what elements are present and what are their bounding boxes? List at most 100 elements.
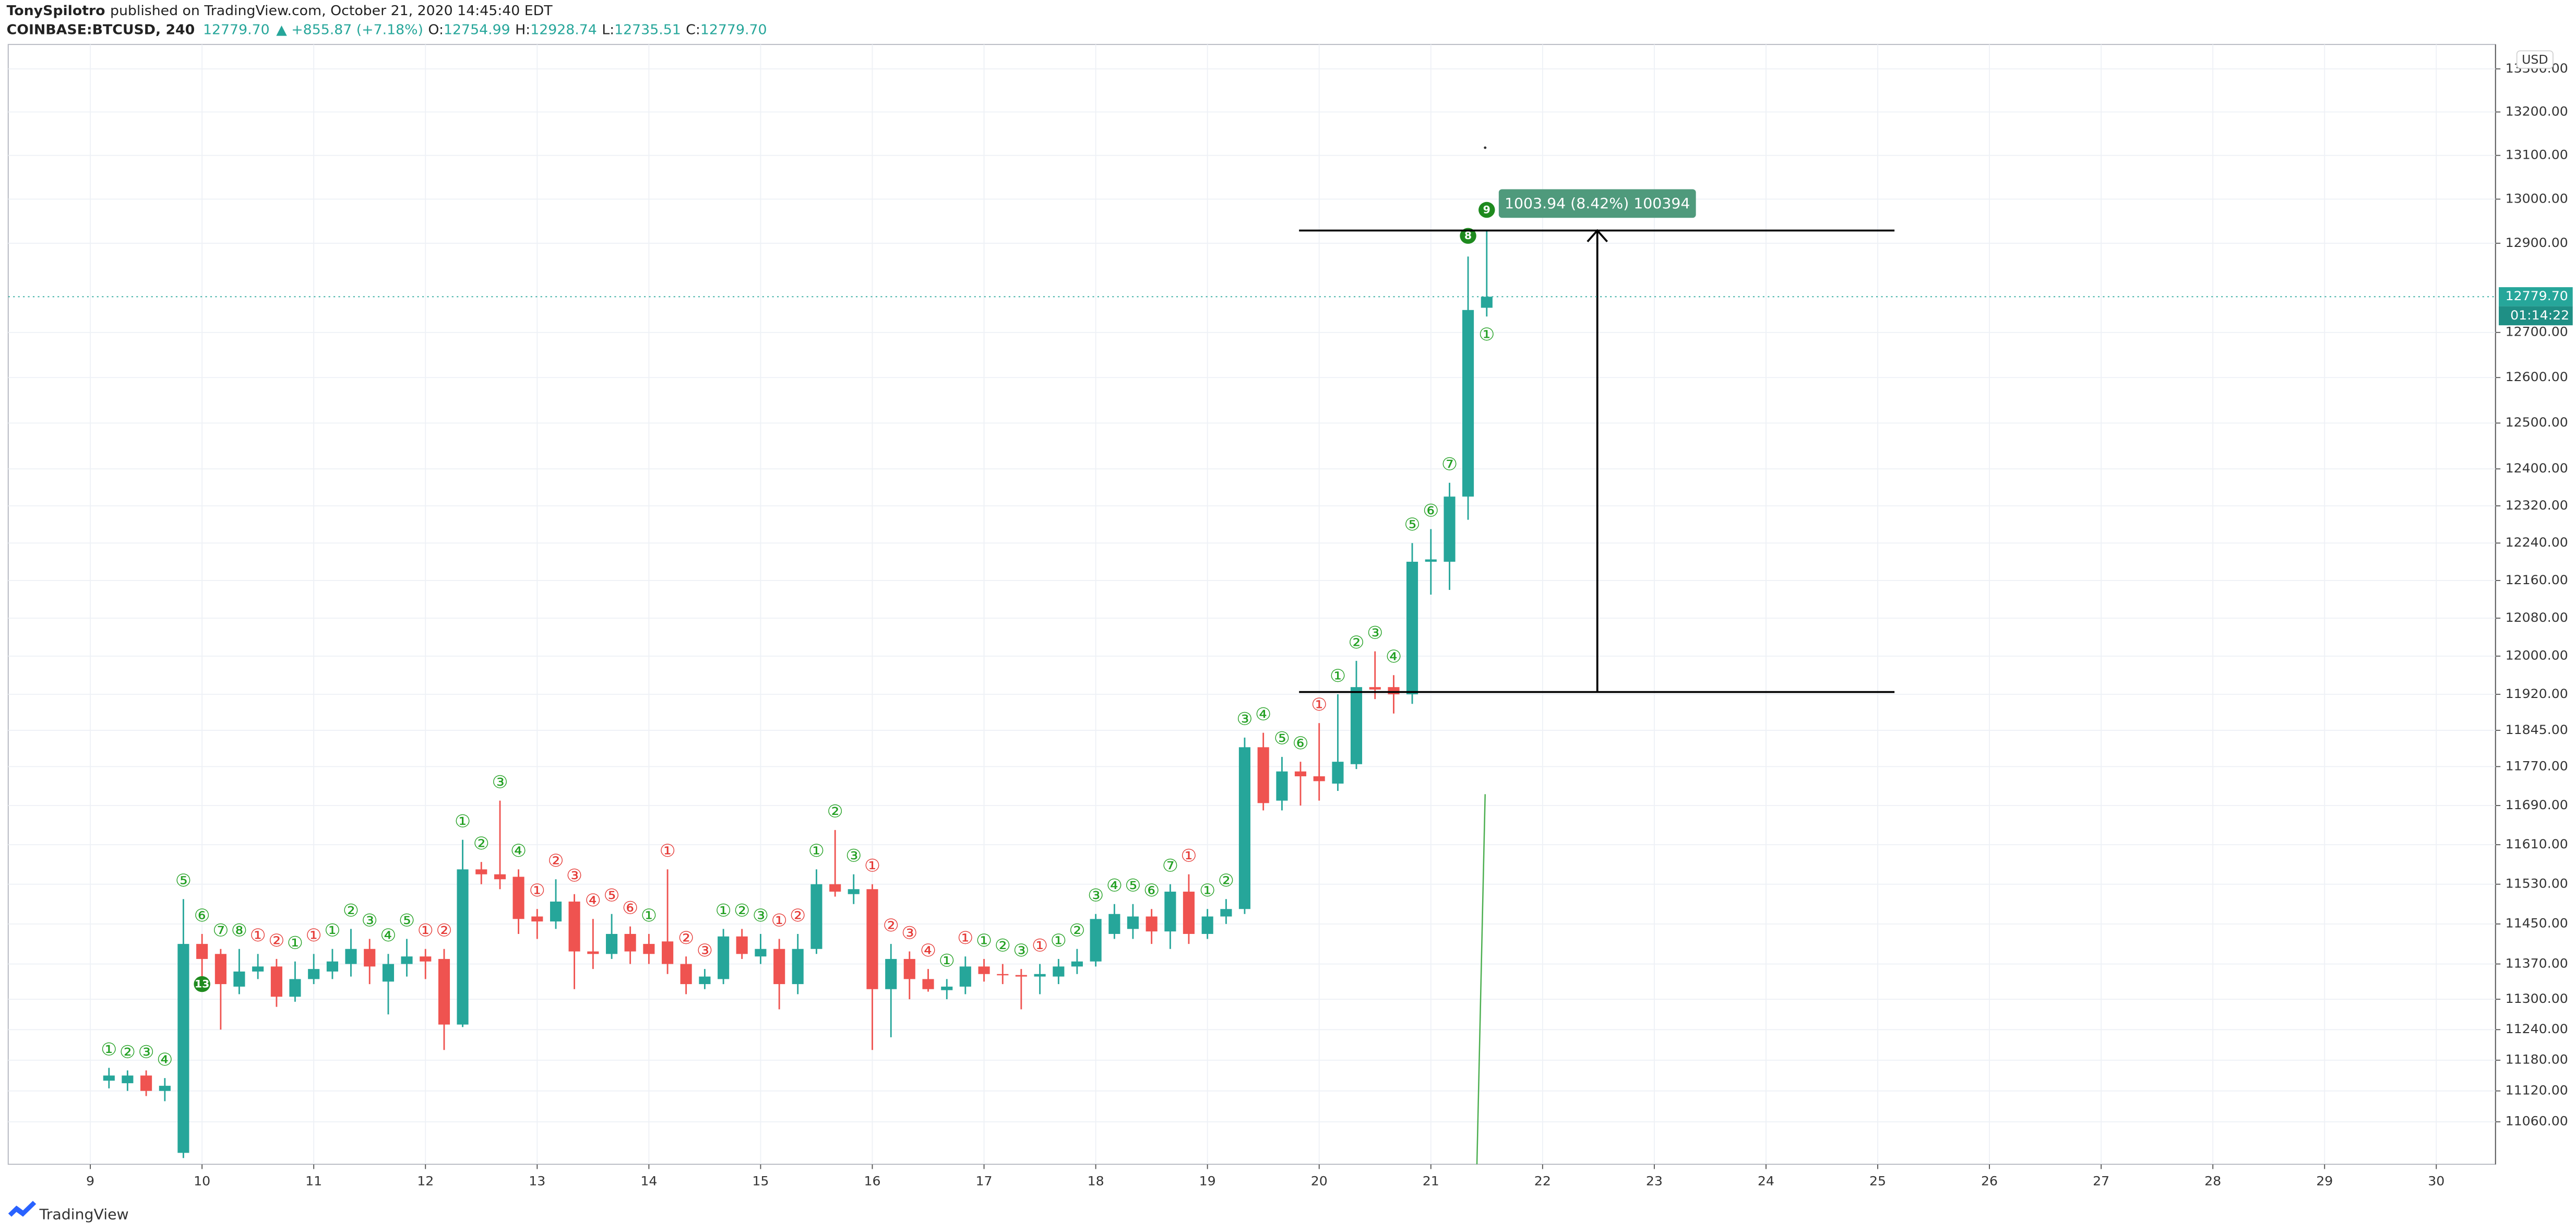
td-setup-label: ② xyxy=(436,920,452,941)
candle-body xyxy=(810,884,822,949)
candle-body xyxy=(1146,916,1158,932)
candle xyxy=(1276,756,1288,811)
candle xyxy=(550,879,562,929)
candle xyxy=(959,956,971,995)
candle-body xyxy=(122,1075,134,1083)
x-tick-label: 10 xyxy=(194,1174,210,1189)
x-tick-label: 9 xyxy=(86,1174,94,1189)
candle-body xyxy=(885,958,897,989)
y-tick-label: 12240.00 xyxy=(2506,535,2568,550)
td-setup-label: ③ xyxy=(845,846,862,866)
td-setup-label: ③ xyxy=(362,910,378,931)
candle-body xyxy=(1071,961,1083,967)
td-setup-label: ① xyxy=(660,841,676,861)
y-tick-label: 12080.00 xyxy=(2506,610,2568,625)
candle-body xyxy=(1350,687,1363,764)
candle-body xyxy=(457,869,469,1025)
candle-body xyxy=(1276,771,1288,801)
td-setup-label: ③ xyxy=(492,772,508,792)
candle xyxy=(1201,909,1213,939)
candle xyxy=(196,933,208,985)
candle xyxy=(903,951,915,1000)
ohlc-label: C: xyxy=(686,22,700,38)
y-tick-label: 11180.00 xyxy=(2506,1052,2568,1067)
td-setup-label: ⑤ xyxy=(175,871,192,891)
candle xyxy=(718,929,730,985)
candle xyxy=(1406,543,1418,704)
td-setup-label: ③ xyxy=(901,923,917,943)
symbol-line: COINBASE:BTCUSD, 240 12779.70 ▲ +855.87 (+… xyxy=(7,22,767,38)
candle xyxy=(308,954,320,985)
td-setup-label: ① xyxy=(641,905,657,926)
td-setup-label: ① xyxy=(250,926,266,946)
td-setup-label: ⑧ xyxy=(231,920,247,941)
dot xyxy=(1484,146,1487,149)
td-setup-label: ④ xyxy=(1106,875,1123,896)
candle xyxy=(699,969,711,989)
td-setup-label: ③ xyxy=(1013,941,1029,961)
y-tick-label: 12320.00 xyxy=(2506,498,2568,513)
candle xyxy=(140,1070,152,1096)
x-tick-label: 25 xyxy=(1869,1174,1886,1189)
candle xyxy=(1127,904,1139,939)
candle xyxy=(829,830,841,897)
y-tick-label: 11845.00 xyxy=(2506,722,2568,737)
candle xyxy=(680,956,692,995)
x-tick-label: 17 xyxy=(976,1174,993,1189)
y-tick-label: 12700.00 xyxy=(2506,324,2568,339)
y-tick-label: 11300.00 xyxy=(2506,991,2568,1006)
ohlc-value: 12779.70 xyxy=(700,22,767,38)
candle xyxy=(289,961,301,1002)
td-countdown-badge xyxy=(194,976,210,992)
candle xyxy=(382,954,395,1015)
currency: USD xyxy=(2522,53,2548,67)
candle xyxy=(922,969,934,992)
x-tick-label: 13 xyxy=(529,1174,545,1189)
td-setup-label: ① xyxy=(715,901,732,921)
candle-body xyxy=(438,958,450,1025)
td-setup-label: ④ xyxy=(585,891,601,911)
td-setup-label: ① xyxy=(418,920,434,941)
candle-body xyxy=(997,974,1009,976)
candle xyxy=(643,933,655,964)
td-setup-label: ② xyxy=(790,905,806,926)
x-tick-label: 21 xyxy=(1423,1174,1439,1189)
td-setup-label: ⑤ xyxy=(1404,515,1421,535)
x-tick-label: 23 xyxy=(1646,1174,1663,1189)
td-setup-label: ③ xyxy=(753,905,769,926)
candle-body xyxy=(624,933,636,952)
candle-body xyxy=(512,877,524,919)
candle xyxy=(1034,964,1046,995)
candle-body xyxy=(1053,966,1065,977)
x-tick-label: 29 xyxy=(2316,1174,2333,1189)
candle xyxy=(1146,909,1158,944)
candle xyxy=(978,958,990,982)
bar-countdown: 01:14:22 xyxy=(2510,307,2569,323)
candle xyxy=(866,884,878,1050)
candle-body xyxy=(550,901,562,922)
candle xyxy=(662,869,674,974)
td-setup-label: ⑥ xyxy=(622,898,638,918)
candle xyxy=(848,874,860,904)
candle xyxy=(1332,694,1344,791)
td-setup-label: ④ xyxy=(510,841,527,861)
candle xyxy=(792,933,804,995)
td-setup-label: ① xyxy=(529,881,545,901)
td-setup-label: ⑥ xyxy=(1423,501,1439,521)
td-setup-label: ⑥ xyxy=(1143,881,1160,901)
y-tick-label: 12000.00 xyxy=(2506,648,2568,663)
candle xyxy=(1257,732,1269,811)
td-setup-label: ① xyxy=(101,1039,117,1060)
td-setup-label: ⑥ xyxy=(194,905,210,926)
candle xyxy=(457,839,469,1027)
candle-body xyxy=(1332,762,1344,784)
candle-body xyxy=(792,949,804,985)
candle-body xyxy=(773,949,785,985)
logo-icon xyxy=(8,1201,37,1217)
td-setup-label: ③ xyxy=(1088,885,1104,906)
td-setup-label: ② xyxy=(120,1042,136,1062)
candle-body xyxy=(866,889,878,989)
x-tick-label: 20 xyxy=(1311,1174,1328,1189)
